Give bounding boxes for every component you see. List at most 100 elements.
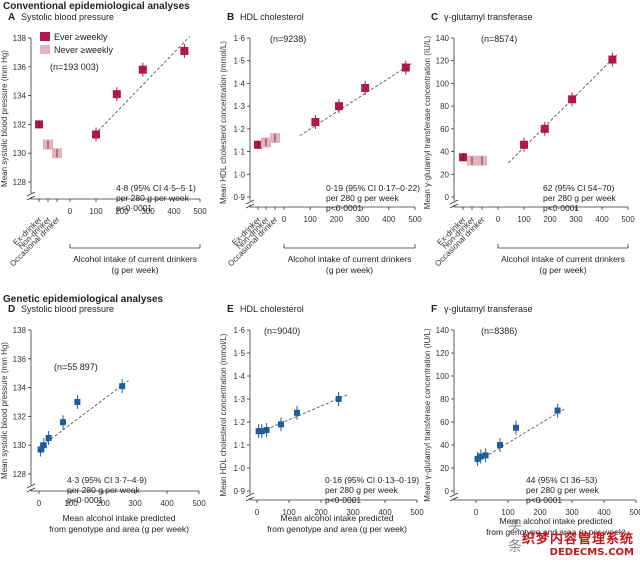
x-tick-label: 0 <box>474 508 479 517</box>
x-tick-label: 500 <box>193 207 207 216</box>
panel-title: γ-glutamyl transferase <box>444 12 533 22</box>
x-tick-label: 100 <box>501 508 515 517</box>
y-axis-break <box>26 483 36 489</box>
y-tick-label: 132 <box>13 120 27 129</box>
x-axis-label: Alcohol intake of current drinkers <box>288 254 412 264</box>
y-tick-label: 80 <box>440 395 449 404</box>
y-axis-label: Mean γ-glutamyl transferase concentratio… <box>423 328 432 502</box>
x-tick-label: 200 <box>330 215 344 224</box>
y-tick-label: 136 <box>13 63 27 72</box>
stat-line: per 280 g per week <box>526 485 600 495</box>
y-tick-label: 128 <box>13 178 27 187</box>
data-point <box>361 83 370 92</box>
x-tick-label: 300 <box>565 508 579 517</box>
stat-line: per 280 g per week <box>543 193 617 203</box>
y-tick-label: 1·4 <box>233 372 245 381</box>
y-tick-label: 60 <box>440 418 449 427</box>
data-point <box>37 446 44 453</box>
y-tick-label: 1·1 <box>233 441 245 450</box>
y-tick-label: 130 <box>13 149 27 158</box>
watermark-line2: DEDECMS.COM <box>549 547 634 558</box>
y-tick-label: 1·0 <box>233 464 245 473</box>
data-point <box>92 130 100 139</box>
trend-line <box>256 394 349 434</box>
y-axis-break <box>245 492 255 498</box>
data-point <box>40 442 47 449</box>
stat-line: p<0·0001 <box>67 495 103 505</box>
data-point <box>401 63 410 72</box>
y-tick-label: 138 <box>13 326 27 335</box>
stat-line: 4·8 (95% CI 4·5–5·1) <box>116 183 196 193</box>
y-tick-label: 1·5 <box>233 57 245 66</box>
x-tick-label: 200 <box>543 215 557 224</box>
y-tick-label: 0 <box>445 487 450 496</box>
x-axis-label: from genotype and area (g per week) <box>49 524 189 534</box>
panel-title: HDL cholesterol <box>240 12 304 22</box>
data-point <box>568 95 577 104</box>
panel-title: Systolic blood pressure <box>21 304 114 314</box>
y-tick-label: 0·9 <box>233 487 245 496</box>
stat-line: 44 (95% CI 36–53) <box>526 475 598 485</box>
stat-line: 62 (95% CI 54–70) <box>543 183 615 193</box>
data-point <box>74 399 81 405</box>
y-axis-break <box>449 492 459 498</box>
data-point <box>520 140 528 149</box>
panel-letter: E <box>227 304 234 315</box>
y-tick-label: 134 <box>13 92 27 101</box>
data-point <box>477 453 484 460</box>
x-tick-label: 100 <box>89 207 103 216</box>
x-axis-label: from genotype and area (g per week) <box>486 527 626 537</box>
trend-line <box>38 380 129 449</box>
x-tick-label: 300 <box>356 215 370 224</box>
n-label: (n=8386) <box>481 326 517 336</box>
x-axis-label: Mean alcohol intake predicted <box>63 513 176 523</box>
legend-label-ever: Ever ≥weekly <box>54 32 108 42</box>
y-tick-label: 138 <box>13 34 27 43</box>
panel-letter: D <box>8 304 15 315</box>
y-tick-label: 80 <box>440 102 449 111</box>
x-tick-label: 400 <box>167 207 181 216</box>
data-point <box>180 46 189 55</box>
panel-letter: F <box>431 304 437 315</box>
y-tick-label: 128 <box>13 470 27 479</box>
y-axis-break <box>26 191 36 197</box>
y-tick-label: 1·3 <box>233 395 245 404</box>
y-tick-label: 20 <box>440 464 449 473</box>
y-axis-break <box>245 199 255 205</box>
data-point <box>60 419 66 426</box>
watermark: 头条 织梦内容管理系统 DEDECMS.COM <box>508 519 634 558</box>
data-point <box>112 90 121 99</box>
y-tick-label: 1·0 <box>233 170 245 179</box>
x-tick-label: 0 <box>496 215 501 224</box>
panel-letter: C <box>431 12 438 23</box>
stat-line: per 280 g per week <box>325 485 399 495</box>
x-axis-label: Alcohol intake of current drinkers <box>73 254 197 264</box>
x-tick-label: 0 <box>37 499 42 508</box>
watermark-brand: 头条 <box>508 519 522 555</box>
x-tick-label: 400 <box>595 215 609 224</box>
x-tick-label: 200 <box>314 508 328 517</box>
y-axis-break <box>449 199 459 205</box>
data-point <box>482 452 489 459</box>
x-tick-label: 500 <box>192 499 206 508</box>
y-tick-label: 136 <box>13 355 27 364</box>
y-tick-label: 1·1 <box>233 148 245 157</box>
x-tick-label: 400 <box>597 508 611 517</box>
x-tick-label: 400 <box>378 508 392 517</box>
data-point <box>497 442 503 448</box>
x-tick-label: 300 <box>128 499 142 508</box>
data-point <box>474 455 481 462</box>
data-point <box>554 407 561 414</box>
data-point <box>255 428 262 435</box>
y-tick-label: 100 <box>436 372 450 381</box>
section-title-conventional: Conventional epidemiological analyses <box>3 1 190 12</box>
y-tick-label: 140 <box>436 34 450 43</box>
y-tick-label: 1·5 <box>233 349 245 358</box>
y-tick-label: 134 <box>13 384 27 393</box>
stat-line: 0·16 (95% CI 0·13–0·19) <box>325 475 419 485</box>
n-label: (n=9238) <box>270 34 306 44</box>
y-tick-label: 0·9 <box>233 193 245 202</box>
y-tick-label: 120 <box>436 57 450 66</box>
watermark-line1: 织梦内容管理系统 <box>521 532 634 547</box>
